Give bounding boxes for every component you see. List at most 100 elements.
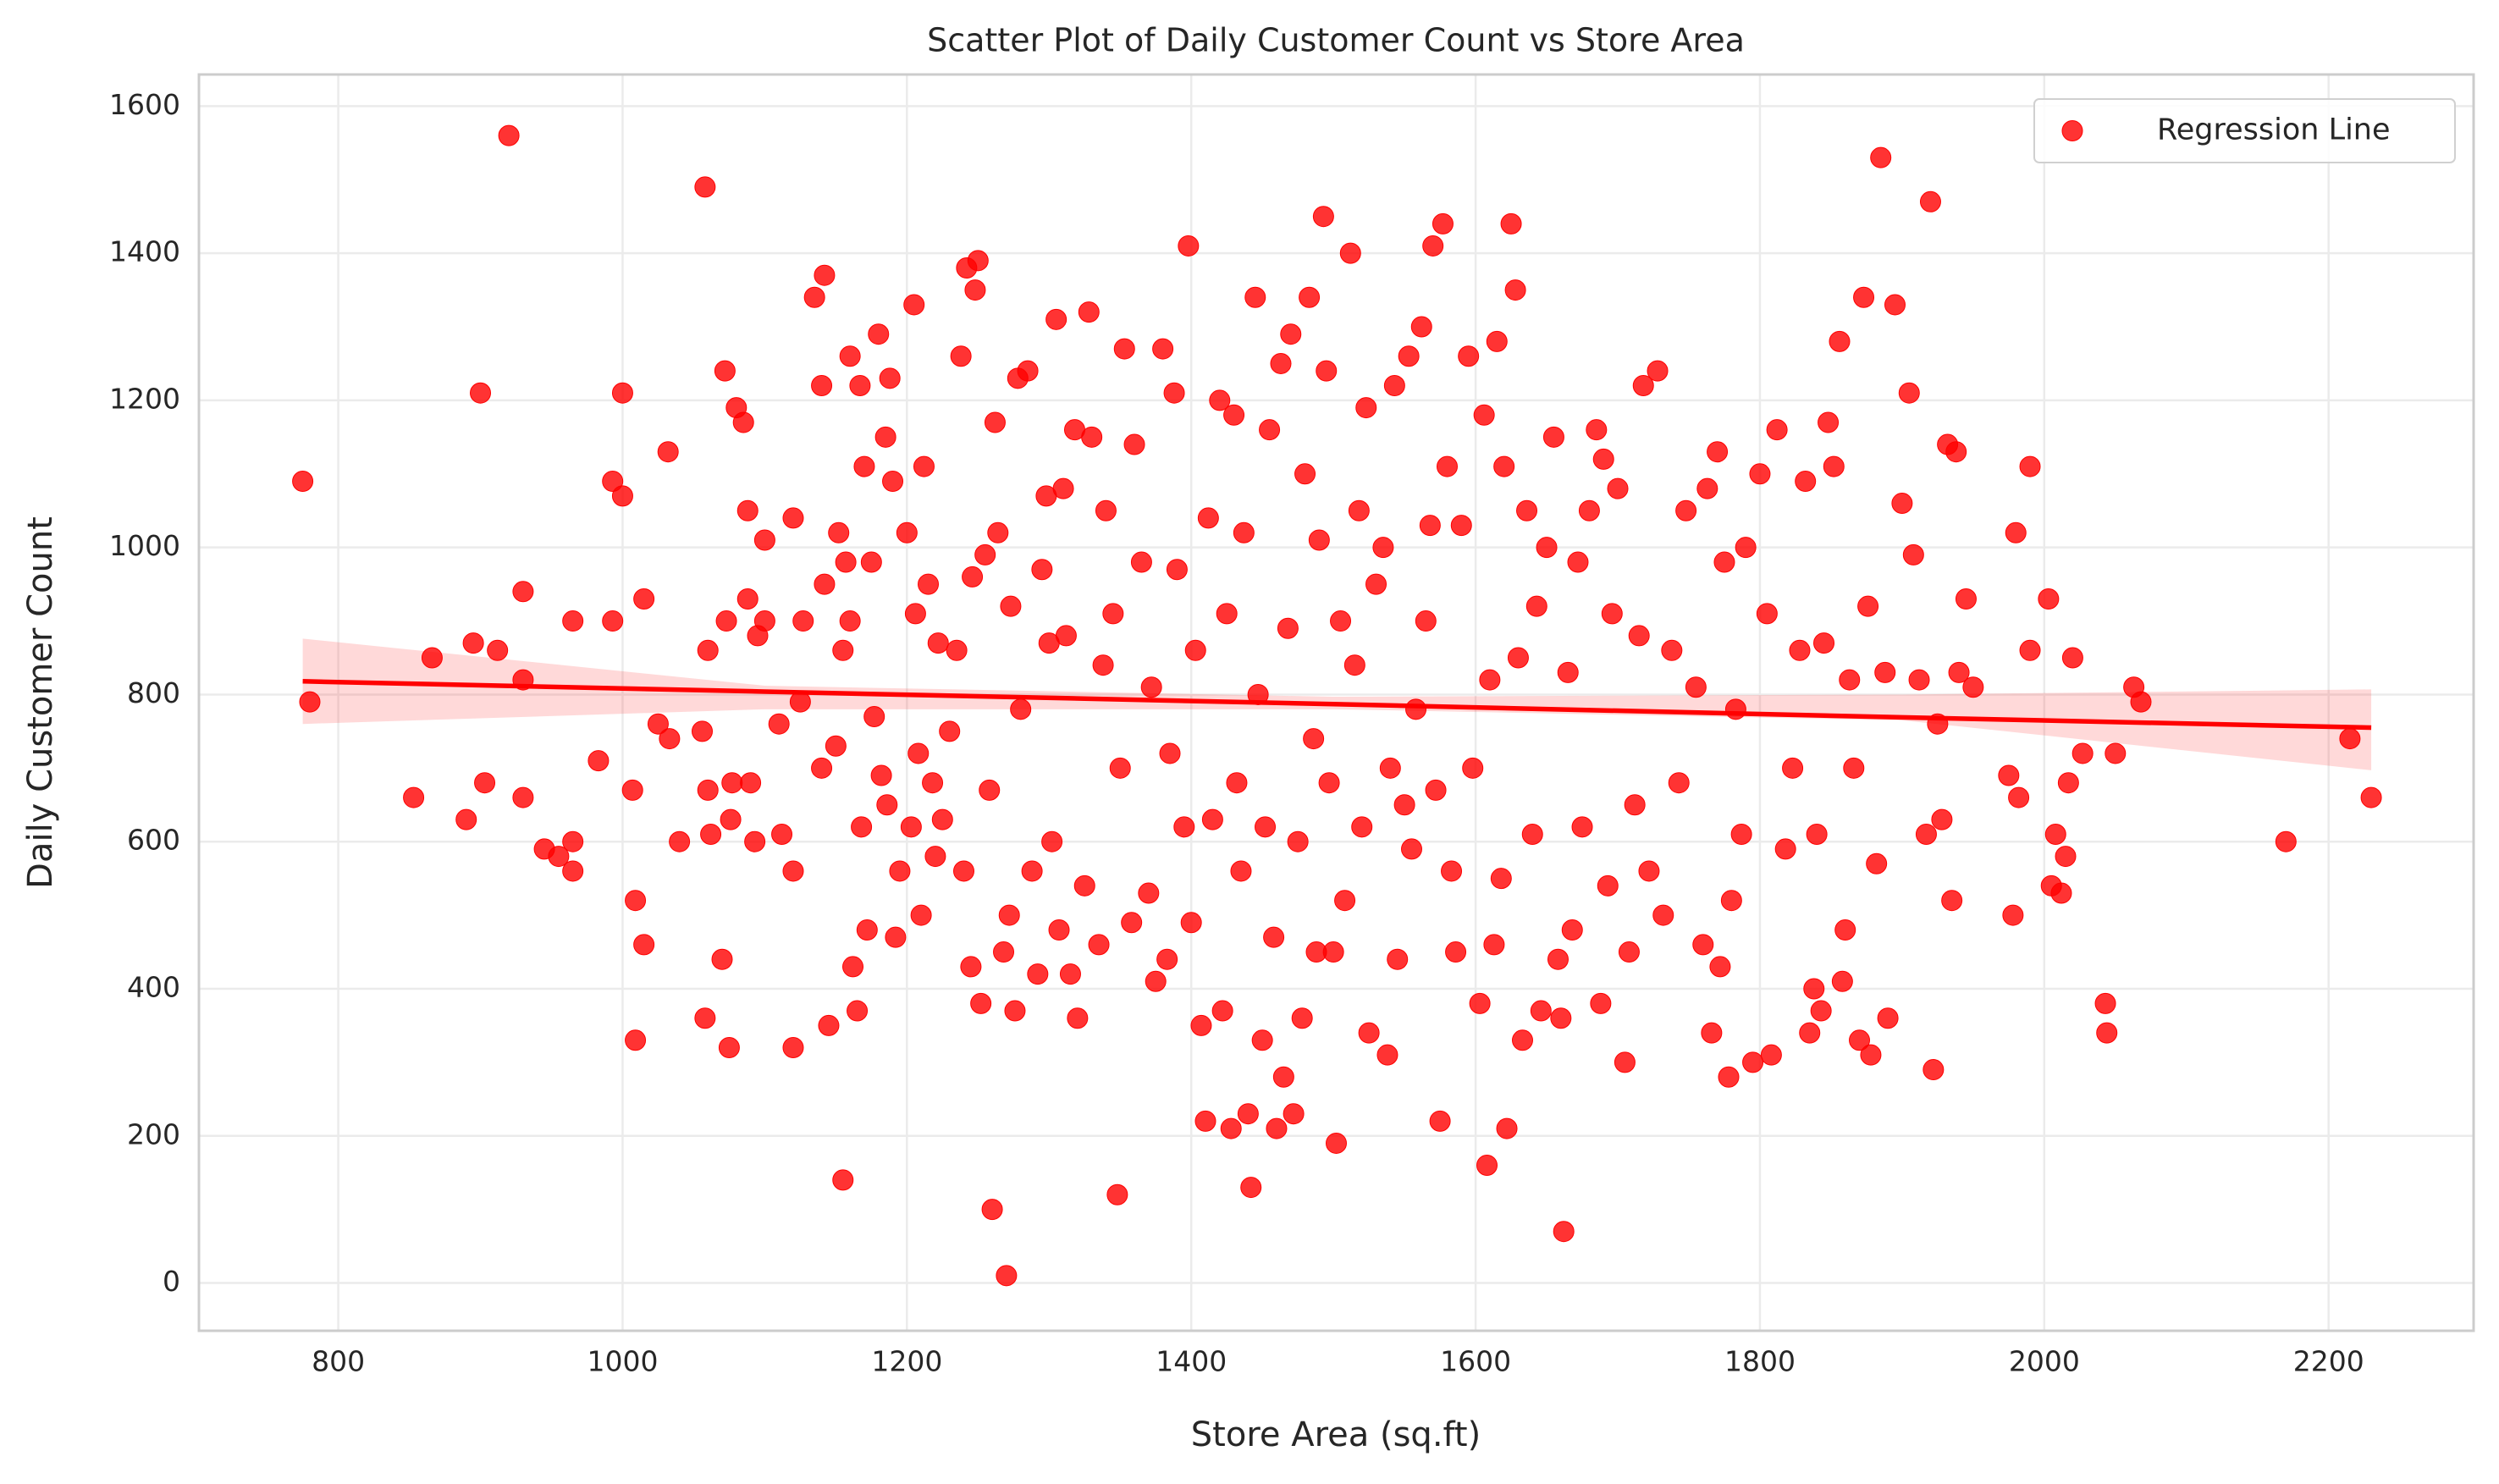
scatter-point — [1159, 742, 1181, 764]
scatter-point — [753, 610, 775, 632]
scatter-point — [1387, 948, 1409, 970]
scatter-point — [931, 808, 953, 830]
scatter-point — [889, 860, 911, 882]
scatter-point — [1941, 890, 1963, 912]
scatter-point — [1675, 499, 1697, 521]
scatter-point — [1123, 433, 1145, 455]
scatter-point — [625, 1029, 647, 1051]
scatter-point — [1685, 676, 1707, 698]
scatter-point — [856, 919, 878, 941]
scatter-point — [1287, 830, 1309, 852]
scatter-point — [1401, 838, 1423, 860]
scatter-point — [470, 382, 492, 404]
scatter-point — [922, 772, 944, 794]
scatter-point — [832, 1169, 854, 1191]
scatter-point — [1166, 559, 1188, 581]
scatter-point — [1348, 499, 1370, 521]
legend-box — [2033, 98, 2456, 163]
scatter-point — [1383, 375, 1405, 397]
scatter-point — [1720, 890, 1742, 912]
scatter-point — [1853, 286, 1875, 308]
scatter-point — [918, 573, 940, 595]
scatter-point — [1818, 411, 1840, 433]
scatter-point — [964, 279, 986, 301]
scatter-point — [1216, 603, 1238, 625]
scatter-point — [1766, 419, 1788, 441]
scatter-point — [633, 588, 655, 610]
scatter-point — [562, 610, 584, 632]
scatter-point — [1590, 992, 1612, 1014]
scatter-point — [292, 470, 314, 492]
scatter-point — [1330, 610, 1352, 632]
scatter-point — [960, 956, 982, 978]
scatter-point — [1450, 515, 1472, 537]
scatter-point — [1000, 595, 1022, 617]
scatter-point — [720, 808, 742, 830]
scatter-point — [1272, 1066, 1294, 1088]
scatter-point — [2057, 772, 2079, 794]
scatter-point — [962, 565, 984, 588]
scatter-point — [1415, 610, 1437, 632]
scatter-point — [1379, 757, 1401, 779]
scatter-point — [462, 632, 484, 654]
scatter-point — [1553, 1221, 1575, 1243]
scatter-point — [1425, 779, 1447, 801]
scatter-point — [792, 610, 814, 632]
scatter-point — [744, 830, 766, 852]
scatter-point — [736, 588, 759, 610]
scatter-point — [1372, 537, 1394, 559]
scatter-point — [753, 529, 775, 551]
scatter-point — [1874, 661, 1896, 683]
scatter-point — [984, 411, 1006, 433]
scatter-point — [1795, 470, 1817, 492]
x-tick-label: 2200 — [2293, 1345, 2364, 1378]
scatter-point — [782, 1036, 804, 1058]
scatter-point — [1709, 956, 1731, 978]
scatter-point — [1303, 728, 1325, 750]
scatter-point — [1326, 1132, 1347, 1154]
scatter-point — [1004, 1000, 1026, 1022]
scatter-point — [874, 426, 896, 448]
scatter-point — [1647, 360, 1669, 382]
scatter-point — [1632, 375, 1654, 397]
scatter-point — [1849, 1029, 1871, 1051]
scatter-point — [1180, 912, 1202, 934]
scatter-point — [1493, 455, 1515, 477]
scatter-point — [849, 375, 871, 397]
scatter-point — [876, 794, 898, 816]
scatter-point — [1586, 419, 1608, 441]
scatter-point — [657, 441, 679, 463]
scatter-point — [1550, 1007, 1572, 1029]
scatter-point — [818, 1014, 840, 1036]
scatter-point — [669, 830, 691, 852]
scatter-point — [1877, 1007, 1899, 1029]
scatter-point — [825, 735, 847, 757]
scatter-point — [896, 521, 918, 543]
scatter-point — [1280, 323, 1302, 345]
scatter-point — [1291, 1007, 1313, 1029]
scatter-point — [711, 948, 733, 970]
scatter-point — [2044, 824, 2066, 846]
scatter-point — [1521, 824, 1543, 846]
scatter-point — [1915, 824, 1937, 846]
scatter-point — [611, 485, 633, 507]
x-tick-label: 800 — [312, 1345, 365, 1378]
scatter-point — [1419, 515, 1441, 537]
scatter-point — [1601, 603, 1623, 625]
scatter-point — [1376, 1044, 1398, 1066]
scatter-point — [421, 647, 443, 669]
scatter-point — [1618, 941, 1640, 963]
scatter-point — [1266, 1117, 1288, 1139]
scatter-point — [1422, 234, 1444, 257]
scatter-point — [1059, 963, 1081, 985]
scatter-point — [1479, 669, 1501, 691]
scatter-point — [1561, 919, 1583, 941]
scatter-point — [1857, 595, 1879, 617]
scatter-point — [1945, 441, 1967, 463]
scatter-point — [1270, 352, 1292, 374]
scatter-point — [1696, 477, 1718, 499]
scatter-point — [907, 742, 930, 764]
scatter-point — [2019, 639, 2041, 661]
x-tick-label: 1600 — [1440, 1345, 1511, 1378]
